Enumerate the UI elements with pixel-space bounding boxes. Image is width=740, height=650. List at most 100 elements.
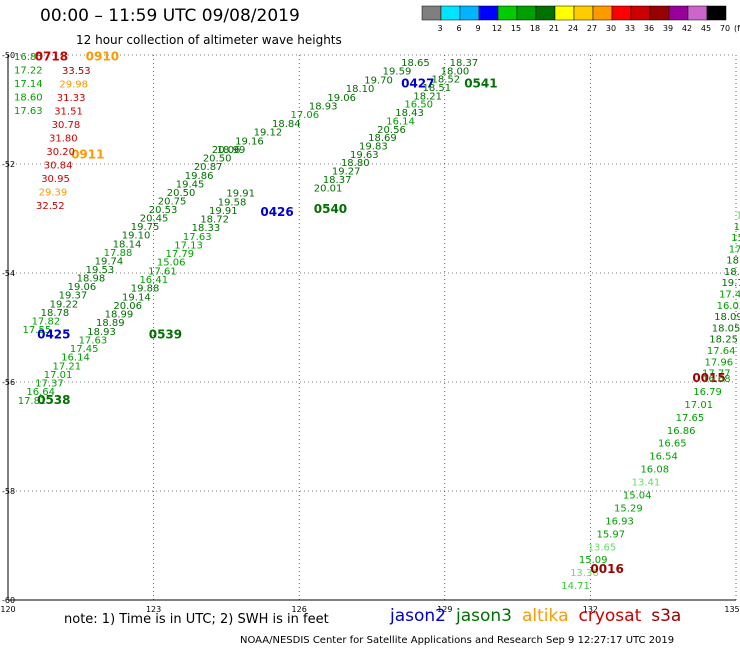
wave-height-value: 17.61 [148,266,177,277]
wave-height-value: 20.50 [203,154,232,165]
wave-height-value: 19.83 [359,141,388,152]
wave-height-value: 18.10 [346,84,375,95]
wave-height-value: 16.50 [404,100,433,111]
wave-height-value: 31.80 [49,134,78,145]
wave-height-value: 33.53 [62,66,91,77]
wave-height-value: 20.53 [149,205,178,216]
wave-height-value: 15 [734,222,740,233]
colorbar-tick-label: 6 [456,24,461,33]
track-pass-label: 0016 [590,562,623,576]
grid [8,54,737,600]
wave-height-value: 15.29 [614,503,643,514]
wave-height-value: 18.69 [368,133,397,144]
wave-height-value: 19.71 [721,278,740,289]
wave-height-value: 16.65 [658,439,687,450]
wave-height-value: 32.52 [36,201,65,212]
wave-height-value: 18.43 [395,108,424,119]
track-pass-label: 0538 [37,393,70,407]
track-pass-label: 0540 [314,202,347,216]
wave-height-value: 17.45 [70,344,99,355]
wave-height-value: 17.88 [104,248,133,259]
satellite-legend: jason2 jason3 altika cryosat s3a [390,606,691,626]
wave-height-value: 29.98 [59,80,88,91]
wave-height-value: 19.74 [95,256,124,267]
wave-height-value: 19.06 [68,282,97,293]
colorbar-tick-label: 21 [549,24,559,33]
x-tick-label: 135 [724,605,739,614]
colorbar-swatch [421,5,442,21]
track-pass-label: 0910 [86,49,119,63]
wave-height-value: 19.27 [332,167,361,178]
wave-height-value: 18.05 [712,323,740,334]
note-text: note: 1) Time is in UTC; 2) SWH is in fe… [64,612,329,627]
wave-height-value: 17.13 [174,240,203,251]
wave-height-value: 16.14 [61,353,90,364]
colorbar-unit-label: (ft) [734,24,740,33]
track-pass-label: 0718 [35,49,68,63]
colorbar-swatch [516,5,537,21]
wave-height-value: 16.08 [640,465,669,476]
wave-height-value: 18.98 [77,274,106,285]
wave-height-value: 19.86 [185,171,214,182]
wave-height-value: 16.79 [693,387,722,398]
wave-height-value: 18.09 [714,312,740,323]
y-tick-label: -58 [2,487,15,496]
colorbar-tick-label: 15 [511,24,521,33]
wave-height-value: 18.37 [323,175,352,186]
wave-height-value: 18.60 [14,93,43,104]
colorbar-swatch [649,5,670,21]
wave-height-value: 20.75 [158,196,187,207]
wave-height-value: 17.44 [719,290,740,301]
wave-height-value: 19.70 [364,75,393,86]
wave-height-value: 18.96 [724,267,740,278]
wave-height-value: 18.65 [401,58,430,69]
wave-height-value: 17.79 [166,249,195,260]
wave-height-value: 17.63 [183,232,212,243]
wave-height-value: 19.53 [86,265,115,276]
wave-height-value: 19.88 [131,284,160,295]
wave-height-value: 16.14 [386,116,415,127]
wave-height-value: 15.04 [623,490,652,501]
colorbar-swatch [478,5,499,21]
track-pass-label: 0425 [37,327,70,341]
wave-height-value: 18.37 [450,58,479,69]
track-pass-label: 0427 [401,77,434,91]
x-tick-label: 120 [0,605,15,614]
colorbar-swatch [497,5,518,21]
colorbar-tick-label: 12 [492,24,502,33]
colorbar-tick-label: 45 [701,24,711,33]
wave-height-value: 17.01 [44,370,73,381]
y-tick-label: -50 [2,51,15,60]
wave-height-value: 18.52 [432,75,461,86]
wave-height-value: 15.97 [596,529,625,540]
wave-height-value: 29.39 [39,188,68,199]
wave-height-value: 19.63 [350,150,379,161]
wave-height-value: 18.51 [422,83,451,94]
wave-height-value: 18.93 [309,102,338,113]
wave-height-value: 15 [731,233,740,244]
colorbar-tick-label: 33 [625,24,635,33]
wave-height-value: 18.99 [217,145,246,156]
wave-height-value: 18.84 [272,119,301,130]
wave-height-value: 18.72 [200,215,229,226]
wave-height-value: 19.16 [235,136,264,147]
wave-height-value: 13.65 [588,542,617,553]
colorbar-tick-label: 30 [606,24,616,33]
chart-subtitle: 12 hour collection of altimeter wave hei… [76,33,342,47]
wave-height-value: 19.58 [218,197,247,208]
wave-height-value: 19.45 [176,179,205,190]
wave-height-value: 19.12 [254,128,283,139]
wave-height-value: 17.82 [18,396,47,407]
wave-height-value: 30.84 [44,161,73,172]
wave-height-value: 30.95 [41,174,70,185]
wave-height-value: 15.06 [157,258,186,269]
chart-title: 00:00 – 11:59 UTC 09/08/2019 [40,6,300,26]
wave-height-value: 13.41 [632,478,661,489]
wave-height-value: 18.00 [441,66,470,77]
plot-frame [7,55,736,601]
x-tick-label: 123 [146,605,161,614]
wave-height-value: 16.68 [702,374,731,385]
wave-height-value: 19.10 [122,231,151,242]
